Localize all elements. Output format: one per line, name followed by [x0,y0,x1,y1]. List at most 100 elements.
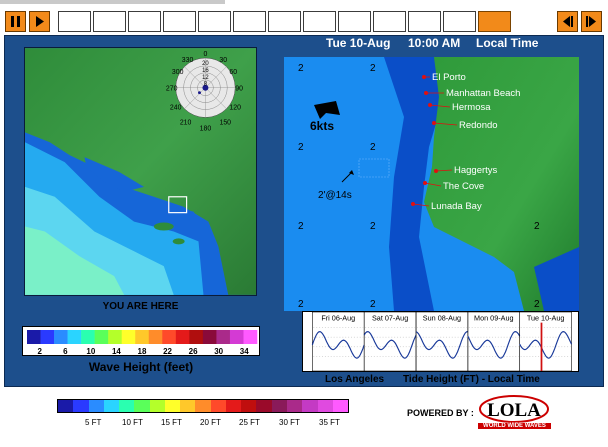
header-zone: Local Time [476,36,539,50]
legend-label: 18 [138,347,147,356]
place-label[interactable]: El Porto [432,72,466,83]
frame-box-6[interactable] [233,11,266,32]
grid-wave-value: 2 [370,299,376,310]
scale-color-swatch [164,400,181,412]
tide-curve [519,331,573,359]
scale-label: 5 FT [85,418,102,427]
frame-box-2[interactable] [93,11,126,32]
scale-color-swatch [241,400,257,412]
grid-wave-value: 2 [534,221,540,232]
play-button[interactable] [29,11,50,32]
scale-color-swatch [119,400,135,412]
legend-label: 6 [63,347,68,356]
previous-frame-button[interactable] [557,11,578,32]
scale-color-swatch [73,400,89,412]
scale-label: 30 FT [279,418,300,427]
legend-color-swatch [94,330,109,344]
legend-color-swatch [229,330,244,344]
legend-color-swatch [148,330,163,344]
tide-y-tick: 0 [302,352,303,361]
tide-y-tick: 4 [302,333,304,342]
frame-box-11[interactable] [408,11,441,32]
scale-color-swatch [103,400,120,412]
frame-box-7[interactable] [268,11,301,32]
wind-speed: 6kts [310,119,334,133]
frame-box-1[interactable] [58,11,91,32]
compass-label: 270 [166,86,178,93]
frame-box-4[interactable] [163,11,196,32]
compass-label: 120 [229,105,241,112]
next-icon [586,16,596,27]
lola-logo[interactable]: LOLA [478,395,551,430]
place-label[interactable]: Hermosa [452,102,491,113]
compass-label: 330 [182,57,194,64]
tide-chart[interactable]: 6420 Fri 06-Aug Sat 07-Aug Sun 08-Aug Mon 09… [302,311,579,372]
scale-color-swatch [149,400,165,412]
you-are-here-marker[interactable] [168,196,188,214]
scale-color-swatch [88,400,104,412]
frame-box-5[interactable] [198,11,231,32]
scale-label: 25 FT [239,418,260,427]
you-are-here-label: YOU ARE HERE [102,301,179,312]
place-label[interactable]: Redondo [459,120,498,131]
grid-wave-value: 2 [370,142,376,153]
frame-box-13[interactable] [478,11,511,32]
grid-wave-value: 2 [298,299,304,310]
tide-day-label: Tue 10-Aug [527,314,565,323]
legend-color-swatch [121,330,136,344]
play-icon [36,16,44,27]
frame-box-12[interactable] [443,11,476,32]
scale-color-swatch [286,400,303,412]
legend-label: 30 [214,347,223,356]
tide-day-label: Sat 07-Aug [372,314,408,323]
pause-button[interactable] [5,11,26,32]
compass-label: 180 [200,125,212,132]
compass-label: 240 [170,105,182,112]
frame-box-9[interactable] [338,11,371,32]
scale-color-swatch [180,400,196,412]
frame-box-8[interactable] [303,11,336,32]
frame-box-3[interactable] [128,11,161,32]
wave-height-scale-bar [57,399,349,413]
svg-text:LOLA: LOLA [487,400,541,421]
compass-label: 0 [204,51,208,58]
legend-color-swatch [202,330,217,344]
wave-height-scale-labels: 5 FT 10 FT 15 FT 20 FT 25 FT 30 FT 35 FT [57,418,349,428]
legend-color-swatch [27,330,41,344]
scale-color-swatch [332,400,349,412]
wave-height-legend: 2 6 10 14 18 22 26 30 34 [22,326,260,356]
swell-label: 2'@14s [318,190,352,201]
frame-box-10[interactable] [373,11,406,32]
legend-label: 14 [112,347,121,356]
grid-wave-value: 2 [370,221,376,232]
place-label[interactable]: The Cove [443,181,484,192]
compass-label: 300 [172,69,184,76]
place-label[interactable]: Lunada Bay [431,201,482,212]
grid-wave-value: 2 [298,142,304,153]
grid-wave-value: 2 [298,221,304,232]
legend-color-swatch [67,330,82,344]
pause-icon [11,16,20,27]
place-label[interactable]: Manhattan Beach [446,88,520,99]
compass-label: 150 [219,119,231,126]
legend-label: 34 [240,347,249,356]
place-label[interactable]: Haggertys [454,165,498,176]
next-frame-button[interactable] [581,11,602,32]
tide-y-tick: 6 [302,323,303,332]
legend-color-swatch [162,330,177,344]
local-wave-map[interactable]: El Porto Manhattan Beach Hermosa Redondo Hag… [284,57,579,311]
scale-color-swatch [271,400,287,412]
scale-label: 10 FT [122,418,143,427]
compass-ring-label: 16 [202,68,209,74]
legend-color-swatch [108,330,123,344]
tide-day-label: Fri 06-Aug [321,314,355,323]
prev-icon [563,16,573,27]
swell-direction-compass [175,57,236,118]
tide-label: Tide Height (FT) - Local Time [403,374,540,385]
logo-subtitle: WORLD WIDE WAVES [478,423,551,429]
legend-label: 22 [163,347,172,356]
compass-label: 30 [219,57,227,64]
compass-ring-label: 12 [202,75,209,81]
